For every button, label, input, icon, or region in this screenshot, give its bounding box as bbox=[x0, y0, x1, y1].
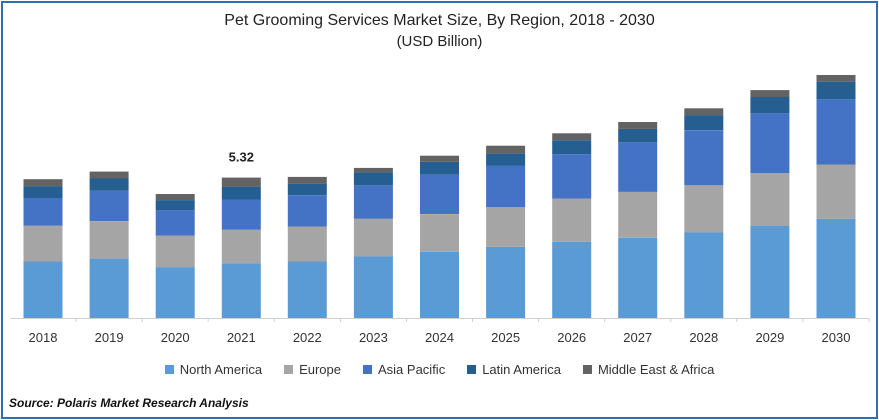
bar-2023-asia-pacific bbox=[353, 185, 393, 219]
x-tick-label-2026: 2026 bbox=[557, 330, 586, 345]
bar-2024-north-america bbox=[420, 251, 459, 318]
x-tick-label-2025: 2025 bbox=[491, 330, 520, 345]
bar-2018-latin-america bbox=[23, 186, 63, 198]
bar-2027-middle-east-africa bbox=[618, 122, 658, 129]
bar-2026-europe bbox=[552, 198, 592, 242]
bar-2019-north-america bbox=[89, 258, 129, 318]
bar-2018-middle-east-africa bbox=[23, 179, 63, 187]
x-tick-label-2028: 2028 bbox=[689, 330, 718, 345]
bar-2019-europe bbox=[89, 221, 129, 259]
bar-2021-north-america bbox=[221, 263, 261, 318]
bar-2022-latin-america bbox=[287, 183, 327, 195]
bar-2027-latin-america bbox=[618, 128, 658, 143]
legend-label: North America bbox=[179, 362, 263, 377]
bar-2029-latin-america bbox=[750, 96, 790, 114]
bar-2021-middle-east-africa bbox=[221, 177, 261, 187]
bar-2023-europe bbox=[353, 218, 393, 257]
legend-item-north-america: North America bbox=[164, 362, 263, 377]
legend: North America Europe Asia Pacific Latin Ame… bbox=[0, 362, 879, 377]
bar-2020-middle-east-africa bbox=[155, 194, 195, 201]
legend-item-middle-east-africa: Middle East & Africa bbox=[582, 362, 715, 377]
bar-2018-asia-pacific bbox=[23, 198, 63, 226]
legend-label: Middle East & Africa bbox=[597, 362, 715, 377]
legend-item-latin-america: Latin America bbox=[467, 362, 561, 377]
bar-2027-north-america bbox=[618, 237, 658, 318]
bar-2028-europe bbox=[684, 185, 724, 233]
bar-2018-north-america bbox=[23, 261, 63, 318]
bar-2020-europe bbox=[155, 235, 195, 268]
bar-2026-north-america bbox=[552, 241, 592, 318]
bar-2022-asia-pacific bbox=[287, 195, 327, 227]
legend-label: Asia Pacific bbox=[378, 362, 446, 377]
source-note: Source: Polaris Market Research Analysis bbox=[9, 396, 249, 410]
x-tick-label-2022: 2022 bbox=[293, 330, 322, 345]
legend-swatch bbox=[582, 365, 592, 374]
x-tick-label-2021: 2021 bbox=[227, 330, 256, 345]
bar-2023-middle-east-africa bbox=[353, 167, 393, 173]
bar-2024-latin-america bbox=[420, 161, 459, 175]
chart-subtitle: (USD Billion) bbox=[396, 33, 483, 50]
legend-label: Latin America bbox=[482, 362, 561, 377]
bar-2029-europe bbox=[750, 173, 790, 226]
bar-2021-europe bbox=[221, 229, 261, 264]
bar-2030-latin-america bbox=[816, 81, 856, 100]
bar-2021-latin-america bbox=[221, 186, 261, 200]
bar-2029-middle-east-africa bbox=[750, 90, 790, 97]
bar-2024-asia-pacific bbox=[420, 174, 459, 214]
bar-2025-latin-america bbox=[486, 153, 526, 166]
bar-2028-north-america bbox=[684, 232, 724, 318]
legend-label: Europe bbox=[299, 362, 341, 377]
bar-2022-europe bbox=[287, 226, 327, 262]
chart-title: Pet Grooming Services Market Size, By Re… bbox=[224, 12, 655, 29]
bar-2029-asia-pacific bbox=[750, 113, 790, 174]
bar-2019-latin-america bbox=[89, 178, 129, 191]
bar-2025-asia-pacific bbox=[486, 165, 526, 208]
bar-2020-north-america bbox=[155, 267, 195, 318]
legend-item-asia-pacific: Asia Pacific bbox=[363, 362, 445, 377]
bar-2024-middle-east-africa bbox=[420, 155, 459, 162]
legend-swatch bbox=[363, 365, 372, 374]
bar-2027-europe bbox=[618, 191, 658, 238]
bar-2023-latin-america bbox=[353, 172, 393, 186]
bar-2030-north-america bbox=[816, 218, 856, 318]
bar-2030-asia-pacific bbox=[816, 99, 856, 165]
bar-2026-latin-america bbox=[552, 140, 592, 155]
bar-2025-europe bbox=[486, 207, 526, 247]
x-tick-label-2024: 2024 bbox=[425, 330, 454, 345]
bar-2026-asia-pacific bbox=[552, 154, 592, 199]
x-tick-label-2020: 2020 bbox=[161, 330, 190, 345]
bar-2028-asia-pacific bbox=[684, 130, 724, 186]
bar-2020-latin-america bbox=[155, 200, 195, 211]
bar-2028-middle-east-africa bbox=[684, 108, 724, 116]
x-tick-label-2029: 2029 bbox=[755, 330, 784, 345]
bar-2029-north-america bbox=[750, 225, 790, 318]
bar-2022-middle-east-africa bbox=[287, 176, 327, 184]
bar-2022-north-america bbox=[287, 261, 327, 318]
bar-2027-asia-pacific bbox=[618, 142, 658, 192]
bar-2025-north-america bbox=[486, 246, 526, 318]
x-tick-label-2023: 2023 bbox=[359, 330, 388, 345]
bar-2020-asia-pacific bbox=[155, 210, 195, 236]
bar-2025-middle-east-africa bbox=[486, 145, 526, 154]
bar-2021-asia-pacific bbox=[221, 199, 261, 230]
bar-2024-europe bbox=[420, 214, 459, 252]
bar-2019-asia-pacific bbox=[89, 190, 129, 222]
x-tick-label-2018: 2018 bbox=[29, 330, 58, 345]
x-tick-label-2030: 2030 bbox=[822, 330, 851, 345]
data-label-2021: 5.32 bbox=[229, 150, 254, 165]
bar-2030-europe bbox=[816, 164, 856, 219]
bar-2018-europe bbox=[23, 225, 63, 262]
x-tick-label-2019: 2019 bbox=[95, 330, 124, 345]
legend-swatch bbox=[467, 365, 477, 374]
bar-2023-north-america bbox=[353, 256, 393, 318]
bar-2030-middle-east-africa bbox=[816, 75, 856, 82]
legend-item-europe: Europe bbox=[284, 362, 341, 377]
x-tick-label-2027: 2027 bbox=[623, 330, 652, 345]
bar-2026-middle-east-africa bbox=[552, 133, 592, 141]
bar-2028-latin-america bbox=[684, 115, 724, 131]
legend-swatch bbox=[284, 365, 294, 374]
bar-2019-middle-east-africa bbox=[89, 171, 129, 179]
legend-swatch bbox=[164, 365, 174, 374]
